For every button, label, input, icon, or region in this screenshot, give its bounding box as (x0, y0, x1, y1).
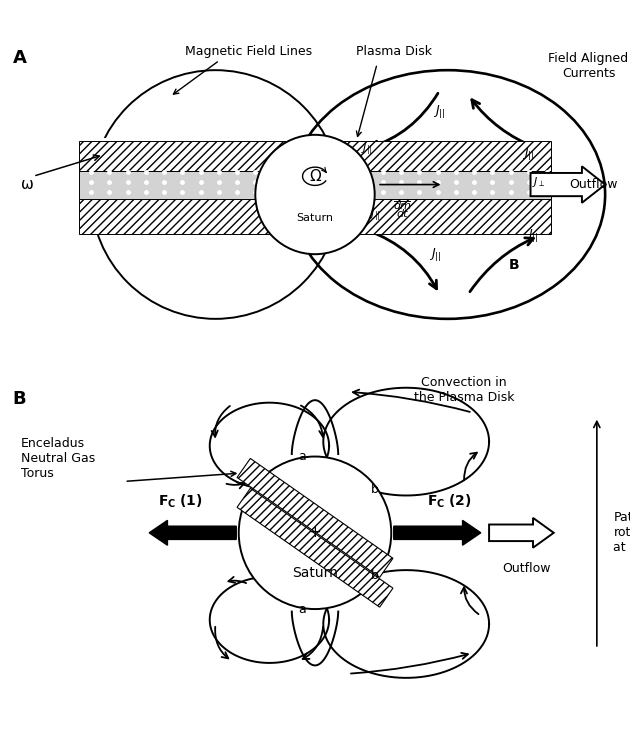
Text: Plasma Disk: Plasma Disk (356, 46, 432, 59)
Text: dm: dm (393, 201, 411, 211)
Bar (79, 199, 551, 234)
FancyArrow shape (530, 167, 605, 203)
Text: a: a (299, 603, 306, 616)
Text: b: b (370, 570, 379, 582)
Circle shape (255, 135, 375, 254)
Text: $\bf{B}$: $\bf{B}$ (508, 258, 520, 272)
FancyArrow shape (489, 518, 554, 548)
Text: Field Aligned
Currents: Field Aligned Currents (549, 52, 629, 80)
Text: ω: ω (21, 177, 33, 192)
Text: a: a (299, 450, 306, 463)
Text: Outflow: Outflow (569, 178, 617, 191)
Text: A: A (13, 49, 26, 68)
Text: $J_{||}$: $J_{||}$ (433, 103, 445, 120)
Circle shape (239, 457, 391, 609)
Text: Enceladus
Neutral Gas
Torus: Enceladus Neutral Gas Torus (21, 437, 95, 480)
Text: $J_{||}$: $J_{||}$ (369, 208, 381, 223)
Text: $J_{||}$: $J_{||}$ (522, 145, 535, 161)
Text: $J_{||}$: $J_{||}$ (429, 246, 442, 263)
Polygon shape (237, 459, 393, 578)
Text: b: b (370, 483, 379, 496)
Text: Convection in
the Plasma Disk: Convection in the Plasma Disk (414, 377, 515, 404)
Text: Saturn: Saturn (297, 213, 333, 222)
Text: $J_\perp$: $J_\perp$ (532, 175, 546, 189)
Text: $\mathbf{F_C\ (2)}$: $\mathbf{F_C\ (2)}$ (427, 493, 472, 510)
Text: dt: dt (396, 209, 408, 219)
Text: $\mathbf{F_C\ (1)}$: $\mathbf{F_C\ (1)}$ (158, 493, 203, 510)
Text: $J_{||}$: $J_{||}$ (361, 141, 372, 157)
Text: Saturn: Saturn (292, 566, 338, 580)
Text: Outflow: Outflow (502, 562, 551, 575)
Text: Magnetic Field Lines: Magnetic Field Lines (185, 46, 312, 59)
Text: Pattern
rotates
at ω: Pattern rotates at ω (614, 512, 630, 554)
Text: +: + (309, 526, 321, 540)
FancyArrow shape (394, 520, 481, 545)
Text: B: B (13, 390, 26, 408)
Bar (79, 171, 551, 199)
Text: $J_{||}$: $J_{||}$ (527, 228, 539, 244)
FancyArrow shape (149, 520, 236, 545)
Polygon shape (237, 488, 393, 607)
Bar (79, 138, 551, 234)
Bar (79, 141, 551, 171)
Text: Ω: Ω (309, 169, 321, 184)
